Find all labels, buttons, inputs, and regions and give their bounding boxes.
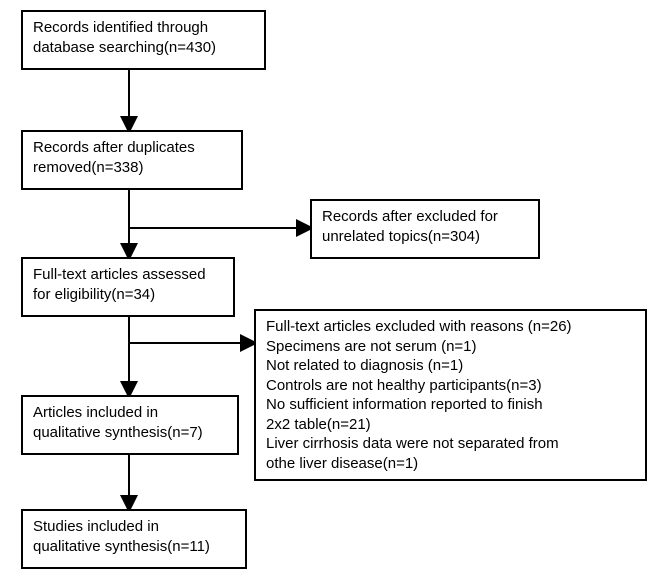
node-text-line: for eligibility(n=34) xyxy=(33,285,223,305)
node-articles-included: Articles included inqualitative synthesi… xyxy=(21,395,239,455)
node-text-line: removed(n=338) xyxy=(33,158,231,178)
node-text-line: database searching(n=430) xyxy=(33,38,254,58)
node-text-line: Full-text articles excluded with reasons… xyxy=(266,317,635,337)
node-records-excluded-unrelated: Records after excluded forunrelated topi… xyxy=(310,199,540,259)
node-text-line: Records after duplicates xyxy=(33,138,231,158)
node-text-line: Records after excluded for xyxy=(322,207,528,227)
node-records-identified: Records identified throughdatabase searc… xyxy=(21,10,266,70)
node-text-line: Not related to diagnosis (n=1) xyxy=(266,356,635,376)
node-text-line: Controls are not healthy participants(n=… xyxy=(266,376,635,396)
node-text-line: Records identified through xyxy=(33,18,254,38)
node-fulltext-excluded-reasons: Full-text articles excluded with reasons… xyxy=(254,309,647,481)
node-text-line: qualitative synthesis(n=11) xyxy=(33,537,235,557)
node-text-line: Articles included in xyxy=(33,403,227,423)
node-text-line: Studies included in xyxy=(33,517,235,537)
node-text-line: Liver cirrhosis data were not separated … xyxy=(266,434,635,454)
node-text-line: No sufficient information reported to fi… xyxy=(266,395,635,415)
node-text-line: unrelated topics(n=304) xyxy=(322,227,528,247)
node-text-line: othe liver disease(n=1) xyxy=(266,454,635,474)
flowchart-canvas: Records identified throughdatabase searc… xyxy=(0,0,650,573)
node-studies-included: Studies included inqualitative synthesis… xyxy=(21,509,247,569)
node-records-after-duplicates: Records after duplicatesremoved(n=338) xyxy=(21,130,243,190)
node-fulltext-assessed: Full-text articles assessedfor eligibili… xyxy=(21,257,235,317)
node-text-line: Specimens are not serum (n=1) xyxy=(266,337,635,357)
node-text-line: Full-text articles assessed xyxy=(33,265,223,285)
node-text-line: 2x2 table(n=21) xyxy=(266,415,635,435)
node-text-line: qualitative synthesis(n=7) xyxy=(33,423,227,443)
